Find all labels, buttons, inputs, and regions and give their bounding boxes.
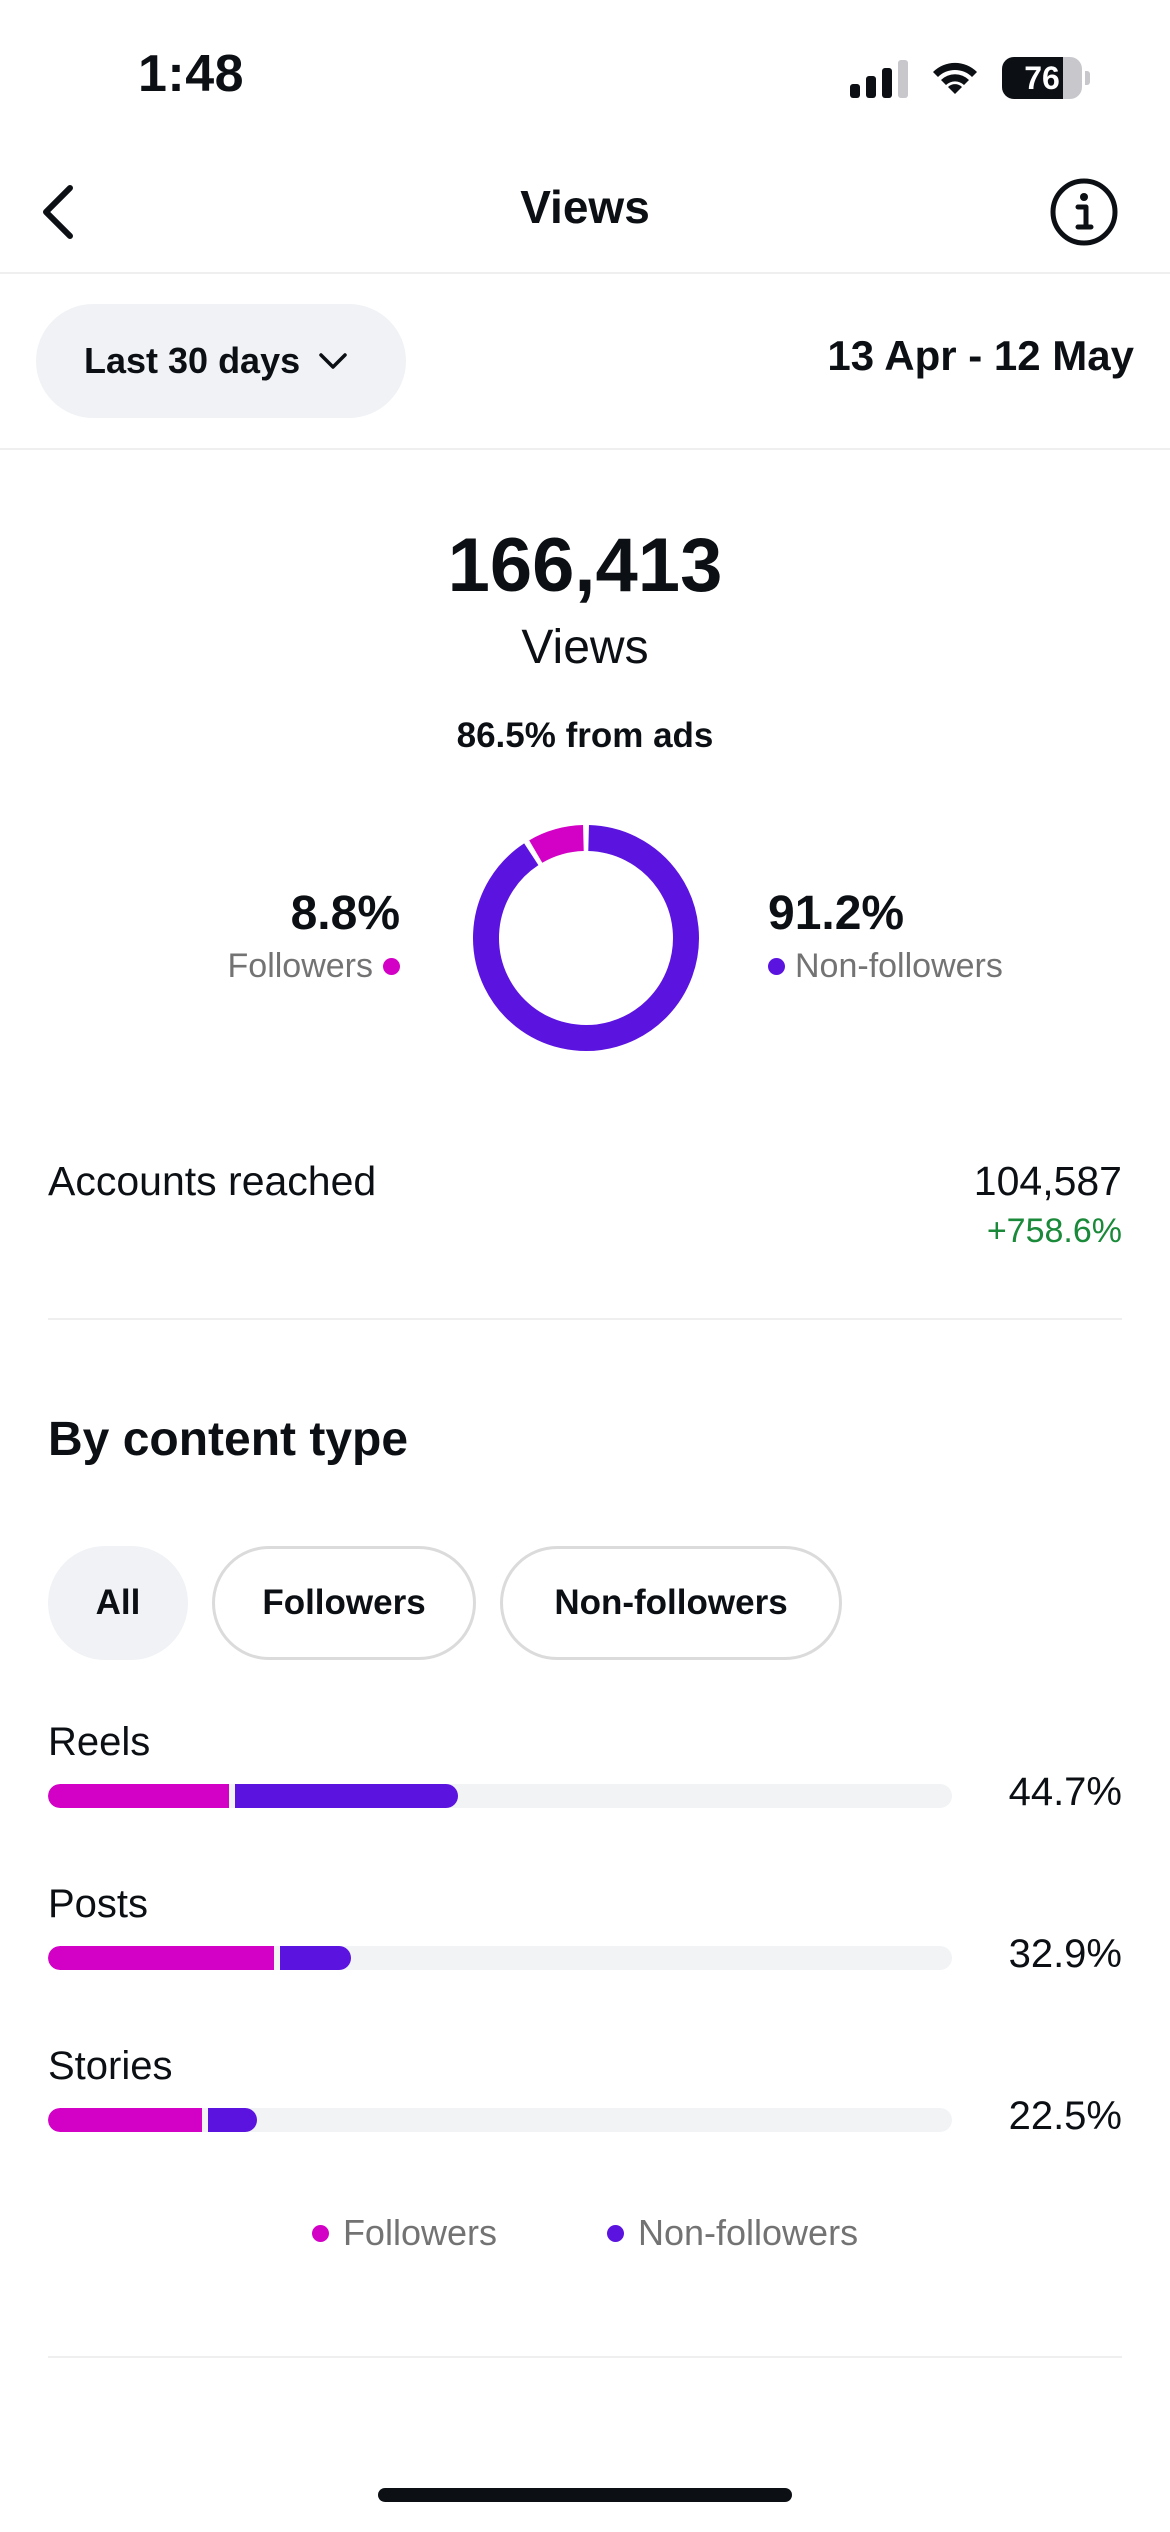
status-bar: 1:48 76 (0, 0, 1170, 150)
non-followers-dot-icon (768, 957, 785, 975)
chip-followers[interactable]: Followers (212, 1546, 476, 1660)
content-row-bar (48, 2108, 952, 2132)
cellular-signal-icon (850, 58, 908, 98)
wifi-icon (933, 62, 977, 94)
non-followers-bar-segment (280, 1946, 352, 1970)
content-type-legend: Followers Non-followers (0, 2212, 1170, 2254)
non-followers-summary: 91.2% Non-followers (768, 887, 1003, 986)
content-row-percent: 44.7% (1008, 1770, 1122, 1814)
date-range-dropdown[interactable]: Last 30 days (36, 304, 406, 418)
audience-filter-chips: All Followers Non-followers (48, 1546, 842, 1660)
donut-followers-segment (529, 825, 585, 863)
chip-all[interactable]: All (48, 1546, 188, 1660)
content-row-label: Posts (48, 1882, 149, 1926)
followers-bar-segment (48, 2108, 202, 2132)
content-row-stories: Stories 22.5% (48, 2044, 1122, 2174)
info-button[interactable] (1044, 172, 1124, 252)
status-time: 1:48 (138, 45, 245, 103)
non-followers-dot-icon (606, 2224, 624, 2242)
followers-summary: 8.8% Followers (228, 887, 400, 986)
followers-legend: Followers (228, 947, 400, 986)
followers-legend-label: Followers (227, 946, 373, 985)
content-row-posts: Posts 32.9% (48, 1882, 1122, 2012)
date-range-dropdown-label: Last 30 days (84, 340, 301, 381)
back-button[interactable] (18, 172, 98, 252)
battery-icon: 76 (1002, 57, 1082, 99)
followers-donut-chart (468, 820, 704, 1056)
home-indicator (378, 2488, 792, 2502)
views-label: Views (521, 621, 649, 674)
info-icon (1050, 178, 1118, 246)
followers-bar-segment (48, 1784, 229, 1808)
donut-svg (473, 825, 699, 1051)
non-followers-legend: Non-followers (768, 947, 1003, 986)
battery-fill (1002, 57, 1063, 99)
followers-pct: 8.8% (290, 887, 400, 940)
legend-followers: Followers (311, 2212, 497, 2254)
status-icons: 76 (850, 54, 1090, 102)
non-followers-bar-segment (234, 1784, 459, 1808)
total-views: 166,413 (447, 523, 723, 608)
non-followers-pct: 91.2% (768, 887, 905, 940)
content-row-label: Reels (48, 1720, 151, 1764)
chevron-down-icon (319, 353, 347, 369)
legend-non-followers-label: Non-followers (637, 2212, 859, 2253)
chip-non-followers[interactable]: Non-followers (500, 1546, 842, 1660)
accounts-reached-row[interactable]: Accounts reached 104,587 +758.6% (48, 1150, 1122, 1320)
followers-dot-icon (311, 2224, 329, 2242)
donut-non-followers-segment (473, 825, 699, 1051)
accounts-reached-label: Accounts reached (48, 1158, 377, 1204)
page-title: Views (520, 181, 650, 233)
followers-dot-icon (383, 957, 400, 975)
non-followers-legend-label: Non-followers (795, 946, 1003, 985)
content-row-percent: 32.9% (1008, 1932, 1122, 1976)
followers-bar-segment (48, 1946, 274, 1970)
legend-non-followers: Non-followers (606, 2212, 859, 2254)
battery-percent: 76 (1024, 59, 1060, 96)
content-row-reels: Reels 44.7% (48, 1720, 1122, 1850)
bottom-divider (48, 2356, 1122, 2358)
legend-followers-label: Followers (342, 2212, 497, 2253)
content-row-bar (48, 1946, 952, 1970)
nav-header: Views (0, 150, 1170, 274)
chevron-left-icon (43, 185, 73, 239)
ads-note: 86.5% from ads (456, 716, 714, 755)
content-type-title: By content type (48, 1413, 409, 1466)
content-row-bar (48, 1784, 952, 1808)
accounts-reached-value: 104,587 (973, 1158, 1122, 1204)
non-followers-bar-segment (207, 2108, 258, 2132)
accounts-reached-change: +758.6% (986, 1212, 1122, 1250)
filter-row: Last 30 days 13 Apr - 12 May (0, 274, 1170, 450)
date-range-text: 13 Apr - 12 May (827, 332, 1134, 379)
content-row-label: Stories (48, 2044, 173, 2088)
content-row-percent: 22.5% (1008, 2094, 1122, 2138)
